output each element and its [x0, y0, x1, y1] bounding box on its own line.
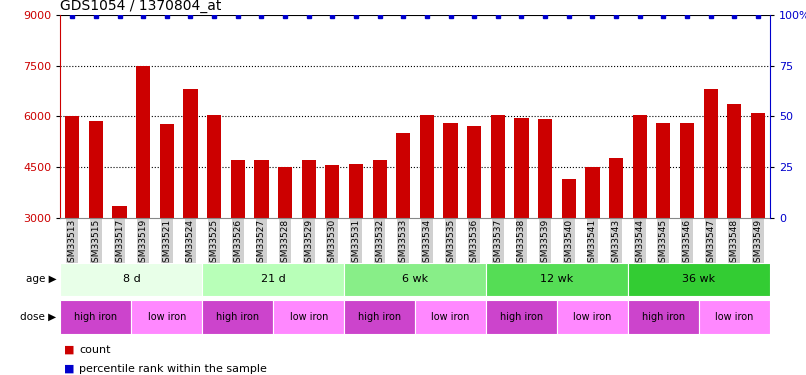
Bar [609, 158, 623, 218]
Bar [699, 300, 770, 334]
Bar [65, 116, 79, 218]
Bar [415, 300, 486, 334]
Text: low iron: low iron [715, 312, 754, 322]
Text: high iron: high iron [74, 312, 118, 322]
Bar [633, 115, 646, 218]
Text: 12 wk: 12 wk [540, 274, 574, 284]
Text: low iron: low iron [431, 312, 470, 322]
Text: count: count [79, 345, 110, 355]
Bar [680, 123, 694, 218]
Text: 6 wk: 6 wk [402, 274, 428, 284]
Text: age ▶: age ▶ [26, 274, 56, 284]
Bar [202, 300, 273, 334]
Bar [60, 300, 131, 334]
Bar [278, 167, 292, 218]
Bar [231, 160, 245, 218]
Bar [585, 167, 600, 218]
Bar [751, 113, 765, 218]
Text: ■: ■ [64, 364, 75, 374]
Text: 36 wk: 36 wk [682, 274, 716, 284]
Bar [255, 160, 268, 218]
Bar [628, 262, 770, 296]
Bar [656, 123, 671, 218]
Bar [273, 300, 344, 334]
Bar [344, 300, 415, 334]
Bar [207, 115, 221, 218]
Bar [562, 179, 575, 218]
Bar [628, 300, 699, 334]
Bar [443, 123, 458, 218]
Text: 8 d: 8 d [123, 274, 140, 284]
Bar [704, 89, 717, 218]
Bar [160, 124, 174, 218]
Bar [184, 89, 197, 218]
Bar [420, 115, 434, 218]
Bar [467, 126, 481, 218]
Bar [60, 262, 202, 296]
Text: ■: ■ [64, 345, 75, 355]
Bar [326, 165, 339, 218]
Bar [372, 160, 387, 218]
Text: GDS1054 / 1370804_at: GDS1054 / 1370804_at [60, 0, 222, 13]
Text: low iron: low iron [573, 312, 612, 322]
Bar [113, 206, 127, 218]
Bar [89, 121, 103, 218]
Bar [491, 115, 505, 218]
Text: low iron: low iron [289, 312, 328, 322]
Bar [202, 262, 344, 296]
Text: high iron: high iron [500, 312, 543, 322]
Bar [514, 118, 529, 218]
Text: dose ▶: dose ▶ [20, 312, 56, 322]
Bar [538, 118, 552, 218]
Bar [397, 133, 410, 218]
Bar [301, 160, 316, 218]
Bar [136, 66, 150, 218]
Text: high iron: high iron [358, 312, 401, 322]
Bar [131, 300, 202, 334]
Text: percentile rank within the sample: percentile rank within the sample [79, 364, 267, 374]
Bar [349, 164, 363, 218]
Text: high iron: high iron [642, 312, 685, 322]
Text: low iron: low iron [147, 312, 186, 322]
Bar [344, 262, 486, 296]
Text: 21 d: 21 d [261, 274, 285, 284]
Bar [486, 262, 628, 296]
Bar [557, 300, 628, 334]
Bar [486, 300, 557, 334]
Text: high iron: high iron [216, 312, 260, 322]
Bar [727, 104, 742, 218]
